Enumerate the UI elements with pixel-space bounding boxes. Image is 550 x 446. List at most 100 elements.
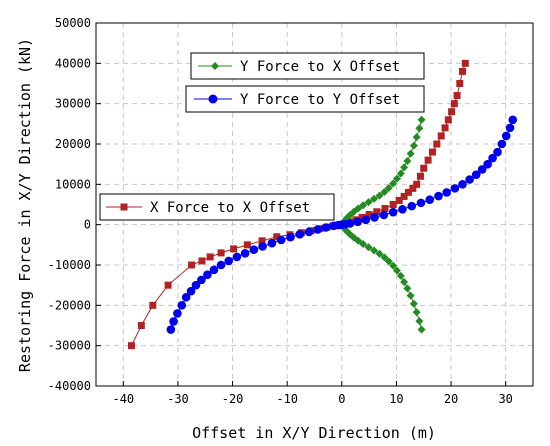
data-point-circle	[249, 245, 259, 254]
data-point-circle	[232, 252, 242, 262]
data-point-circle	[483, 159, 492, 169]
y-tick-label: -10000	[48, 258, 91, 272]
data-point-diamond	[359, 240, 368, 249]
data-point-circle	[505, 123, 515, 133]
x-tick-label: 30	[498, 392, 512, 406]
data-point-square	[437, 132, 445, 140]
data-point-square	[164, 281, 172, 289]
series-layer	[128, 59, 518, 350]
data-point-circle	[216, 260, 226, 270]
legend-square-marker	[120, 203, 128, 211]
data-point-square	[243, 241, 251, 249]
data-point-square	[453, 92, 461, 100]
legend: Y Force to X Offset Y Force to Y Offset …	[99, 52, 425, 221]
data-point-square	[389, 201, 397, 208]
data-point-square	[456, 80, 464, 87]
data-point-circle	[173, 309, 182, 318]
y-tick-label: 10000	[55, 177, 91, 191]
data-point-square	[444, 116, 452, 124]
data-point-circle	[321, 223, 331, 232]
data-point-diamond	[380, 187, 389, 196]
data-point-circle	[425, 195, 435, 204]
y-tick-label: 30000	[55, 97, 91, 111]
data-point-circle	[493, 147, 502, 157]
data-point-diamond	[370, 246, 379, 255]
legend-box-2	[185, 85, 425, 113]
data-point-diamond	[384, 257, 393, 266]
data-point-diamond	[406, 291, 415, 300]
data-point-diamond	[412, 133, 421, 142]
data-point-circle	[407, 201, 417, 211]
data-point-square	[413, 180, 421, 188]
data-point-diamond	[409, 141, 418, 150]
data-point-circle	[353, 217, 362, 227]
legend-label-y-force-x-offset: Y Force to X Offset	[240, 59, 400, 75]
data-point-diamond	[415, 317, 424, 326]
data-point-square	[149, 301, 157, 309]
x-tick-label: 0	[338, 392, 345, 406]
data-point-diamond	[417, 325, 426, 334]
data-point-circle	[286, 232, 295, 242]
data-point-diamond	[375, 191, 384, 200]
data-point-circle	[258, 242, 267, 251]
data-point-square	[448, 108, 456, 116]
data-point-circle	[166, 325, 176, 334]
data-point-square	[441, 124, 449, 132]
data-point-circle	[203, 270, 212, 279]
data-point-circle	[295, 230, 305, 239]
data-point-square	[416, 172, 424, 180]
data-point-circle	[508, 115, 518, 125]
data-point-circle	[458, 180, 467, 189]
x-tick-label: 20	[444, 392, 458, 406]
data-point-square	[381, 205, 389, 213]
plot-frame	[95, 22, 534, 387]
data-point-circle	[304, 227, 314, 237]
data-point-diamond	[403, 156, 412, 165]
data-point-circle	[240, 249, 250, 258]
data-point-circle	[177, 301, 187, 310]
data-point-circle	[181, 292, 191, 302]
data-point-diamond	[412, 308, 421, 317]
data-point-square	[433, 140, 441, 148]
data-point-circle	[398, 205, 407, 214]
data-point-square	[428, 148, 436, 156]
x-tick-label: -10	[276, 392, 298, 406]
data-point-diamond	[403, 284, 412, 293]
data-point-diamond	[380, 253, 389, 262]
data-point-circle	[501, 131, 511, 141]
data-point-square	[409, 184, 417, 192]
legend-diamond-marker	[211, 62, 219, 70]
data-point-circle	[361, 215, 371, 225]
data-point-square	[420, 164, 428, 172]
data-point-circle	[169, 317, 178, 326]
data-point-circle	[209, 265, 219, 275]
legend-item-y-force-x-offset: Y Force to X Offset	[190, 52, 425, 80]
data-point-square	[373, 208, 381, 216]
data-point-square	[450, 100, 458, 108]
x-tick-label: -30	[167, 392, 189, 406]
data-point-square	[358, 213, 366, 221]
data-point-square	[365, 211, 373, 219]
data-point-square	[128, 342, 136, 350]
data-point-diamond	[417, 115, 426, 124]
legend-item-x-force-x-offset: X Force to X Offset	[99, 193, 335, 221]
data-point-square	[188, 261, 196, 269]
data-point-diamond	[396, 169, 405, 178]
data-point-diamond	[392, 266, 401, 275]
data-point-diamond	[406, 149, 415, 158]
data-point-square	[206, 253, 214, 261]
data-point-circle	[276, 235, 286, 245]
data-point-diamond	[415, 124, 424, 133]
data-point-square	[459, 67, 467, 75]
data-point-diamond	[392, 174, 401, 183]
data-point-circle	[497, 139, 507, 149]
data-point-circle	[224, 256, 234, 266]
data-point-circle	[465, 175, 474, 184]
y-tick-label: 0	[84, 218, 91, 232]
data-point-diamond	[389, 261, 398, 270]
data-point-square	[198, 257, 206, 265]
data-point-circle	[370, 213, 379, 222]
data-point-diamond	[364, 243, 373, 252]
legend-label-x-force-x-offset: X Force to X Offset	[150, 200, 310, 216]
